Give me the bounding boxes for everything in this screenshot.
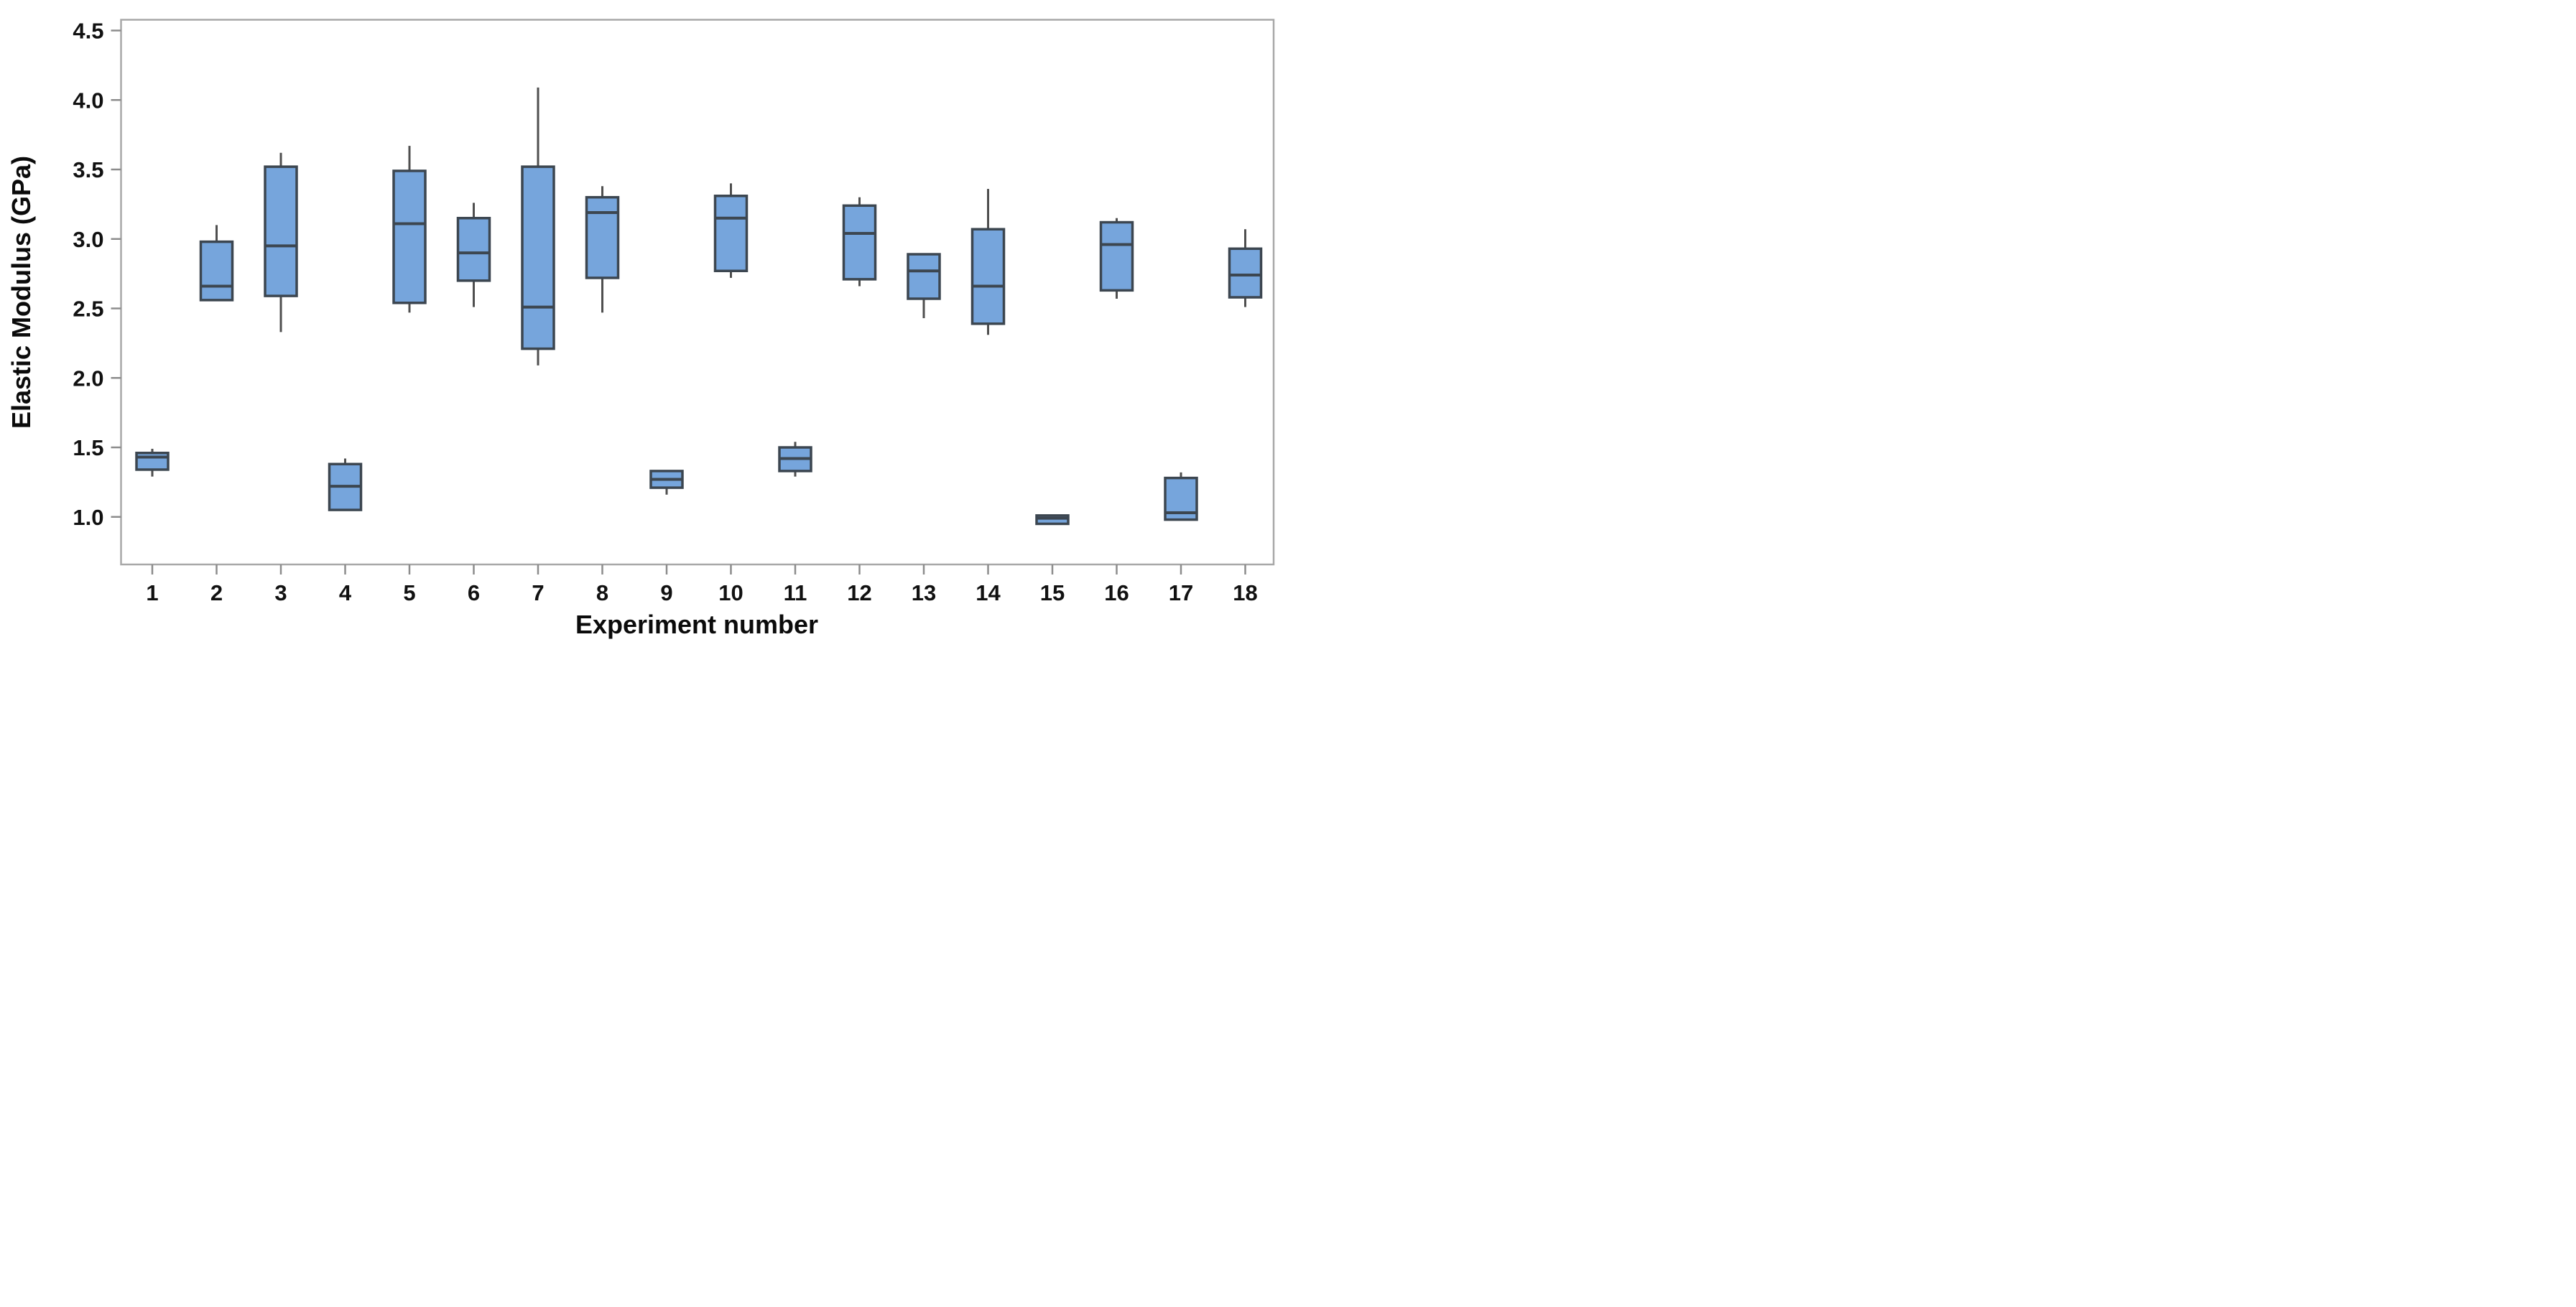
x-tick-label: 12 xyxy=(847,580,871,605)
x-tick-label: 6 xyxy=(468,580,480,605)
x-tick-label: 5 xyxy=(403,580,415,605)
x-tick-label: 4 xyxy=(339,580,352,605)
y-axis-title: Elastic Modulus (GPa) xyxy=(6,156,36,429)
box-experiment-14[interactable] xyxy=(970,189,1006,335)
iqr-box xyxy=(521,165,555,350)
x-axis-ticks: 1 2 3 4 5 6 7 8 9 10 11 12 13 14 15 16 17 18 xyxy=(146,564,1258,605)
box-experiment-18[interactable] xyxy=(1228,229,1263,307)
y-tick-label: 4.0 xyxy=(73,88,103,113)
iqr-box xyxy=(585,195,620,279)
x-tick-label: 11 xyxy=(784,580,807,605)
iqr-box xyxy=(199,240,234,302)
iqr-box xyxy=(392,169,427,304)
box-experiment-7[interactable] xyxy=(521,87,555,366)
x-tick-label: 15 xyxy=(1040,580,1065,605)
y-tick-label: 1.0 xyxy=(73,505,103,530)
x-tick-label: 14 xyxy=(976,580,1001,605)
box-experiment-1[interactable] xyxy=(135,448,170,477)
box-experiment-6[interactable] xyxy=(456,203,491,307)
y-tick-label: 3.5 xyxy=(73,157,103,182)
x-tick-label: 18 xyxy=(1233,580,1257,605)
box-experiment-10[interactable] xyxy=(713,183,749,278)
boxplot-series xyxy=(135,87,1263,526)
plot-frame-border xyxy=(120,19,1275,566)
x-tick-label: 3 xyxy=(274,580,287,605)
box-experiment-2[interactable] xyxy=(199,225,234,302)
iqr-box xyxy=(264,165,298,297)
y-tick-label: 3.0 xyxy=(73,227,103,252)
y-tick-label: 1.5 xyxy=(73,435,103,460)
boxplot-canvas: 1.01.52.02.53.03.54.04.5 1 2 3 4 5 6 7 8 9 10 11 12… xyxy=(6,19,1275,639)
y-tick-label: 2.5 xyxy=(73,297,103,322)
plot-frame xyxy=(120,19,1275,566)
box-experiment-17[interactable] xyxy=(1164,472,1198,521)
box-experiment-5[interactable] xyxy=(392,146,427,313)
iqr-box xyxy=(1099,220,1134,292)
x-tick-label: 8 xyxy=(596,580,608,605)
box-experiment-15[interactable] xyxy=(1035,514,1070,526)
iqr-box xyxy=(456,216,491,282)
y-tick-label: 4.5 xyxy=(73,19,103,44)
iqr-box xyxy=(713,195,749,273)
box-experiment-12[interactable] xyxy=(842,197,877,287)
x-tick-label: 1 xyxy=(146,580,158,605)
box-experiment-16[interactable] xyxy=(1099,218,1134,299)
box-experiment-8[interactable] xyxy=(585,186,620,313)
x-tick-label: 9 xyxy=(660,580,672,605)
boxplot-figure: 1.0 1.5 2.0 2.5 3.0 3.5 4.0 4.5 1 2 3 4 5 6 7 8 9 10 11 12… xyxy=(0,0,1288,654)
box-experiment-3[interactable] xyxy=(264,152,298,332)
iqr-box xyxy=(1228,247,1263,299)
iqr-box xyxy=(135,451,170,471)
box-experiment-4[interactable] xyxy=(328,458,363,511)
x-tick-label: 10 xyxy=(718,580,743,605)
x-tick-label: 17 xyxy=(1169,580,1193,605)
x-tick-label: 2 xyxy=(210,580,223,605)
x-tick-label: 16 xyxy=(1104,580,1129,605)
y-axis-ticks: 1.0 1.5 2.0 2.5 3.0 3.5 4.0 4.5 xyxy=(73,19,121,530)
box-experiment-11[interactable] xyxy=(778,442,812,477)
iqr-box xyxy=(907,253,941,300)
y-tick-label: 2.0 xyxy=(73,366,103,391)
iqr-box xyxy=(970,228,1006,325)
iqr-box xyxy=(842,204,877,281)
x-axis-title: Experiment number xyxy=(575,610,818,639)
x-tick-label: 13 xyxy=(912,580,936,605)
box-experiment-13[interactable] xyxy=(907,253,941,319)
box-experiment-9[interactable] xyxy=(649,470,684,495)
x-tick-label: 7 xyxy=(532,580,544,605)
